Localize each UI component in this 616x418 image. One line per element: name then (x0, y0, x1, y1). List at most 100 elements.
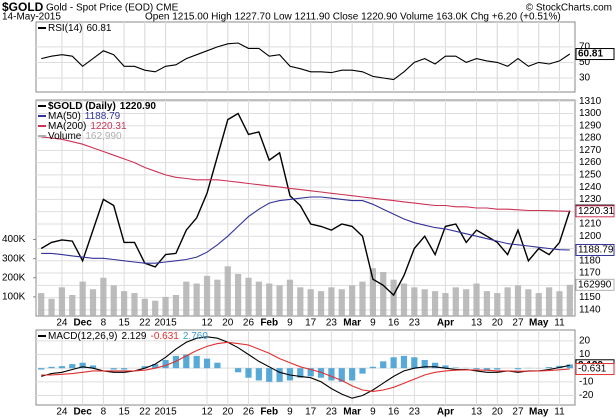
bar (452, 287, 459, 316)
last-value-box (575, 48, 615, 61)
x-tick-label: 26 (243, 407, 255, 418)
y-tick-label: 1250 (579, 170, 602, 181)
bar (328, 368, 335, 381)
bar (152, 364, 159, 369)
bar (545, 287, 553, 316)
bar (328, 287, 335, 316)
bar (276, 285, 283, 316)
panel-frame (35, 329, 576, 406)
y-tick-label: 1230 (579, 194, 602, 205)
x-tick-label: 13 (471, 318, 483, 329)
bar (349, 285, 356, 316)
x-tick-label: 15 (119, 318, 131, 329)
bar (473, 283, 480, 316)
bar (349, 368, 356, 381)
bar (504, 287, 511, 316)
bar (58, 287, 66, 316)
bar (452, 367, 459, 369)
bar (566, 364, 573, 369)
bar (556, 291, 563, 316)
legend-swatch (38, 125, 46, 127)
y2-tick-label: 300K (2, 253, 26, 264)
bar (473, 368, 480, 370)
bar (110, 368, 117, 370)
last-value-label: 1220.31 (578, 206, 615, 217)
x-tick-label: 8 (101, 407, 107, 418)
last-value-label: 60.81 (578, 49, 603, 60)
bar (317, 368, 325, 378)
bar (390, 357, 397, 369)
last-value-label: 1188.79 (578, 245, 614, 256)
y2-tick-label: 100K (2, 292, 26, 303)
bar (235, 273, 242, 316)
y-tick-label: 70 (579, 42, 591, 53)
bar (224, 266, 231, 316)
last-value-label: -0.631 (578, 364, 607, 375)
bar (421, 289, 428, 316)
last-value-label: 162990 (578, 279, 612, 290)
series-line (41, 336, 570, 399)
bar (255, 368, 262, 381)
series-line (40, 112, 571, 297)
bar (48, 366, 55, 369)
x-tick-label: 24 (56, 407, 68, 418)
x-tick-label: 11 (554, 407, 565, 418)
x-tick-label: 23 (409, 318, 421, 329)
y-tick-label: 1170 (579, 268, 601, 279)
bar (442, 365, 449, 369)
last-value-box (575, 363, 615, 376)
bar (266, 283, 273, 316)
y-tick-label: 10 (579, 349, 591, 360)
bar (89, 289, 97, 316)
bar (245, 368, 252, 378)
last-value-box (575, 243, 615, 256)
x-tick-label: 23 (409, 407, 421, 418)
bar (48, 298, 55, 316)
y-tick-label: 1180 (579, 255, 601, 266)
y-tick-label: 1270 (579, 145, 602, 156)
bar (483, 368, 491, 371)
legend-entry: MA(50) 1188.79 (48, 111, 121, 122)
bar (338, 368, 345, 382)
bar (183, 281, 190, 316)
bar (494, 293, 501, 316)
bar (120, 291, 128, 316)
y-tick-label: 1310 (579, 96, 602, 107)
x-tick-label: Dec (73, 407, 92, 418)
bar (162, 296, 169, 316)
bar (380, 272, 387, 316)
bar (442, 293, 449, 316)
bar (483, 291, 491, 316)
bar (369, 366, 376, 369)
bar (69, 294, 76, 316)
bar (245, 277, 252, 316)
symbol: $GOLD (2, 0, 44, 14)
x-tick-label: Mar (343, 318, 361, 329)
legend-swatch (38, 135, 46, 137)
y-tick-label: 1140 (579, 305, 601, 316)
x-tick-label: 9 (370, 318, 376, 329)
y-tick-label: 1280 (579, 133, 602, 144)
y2-tick-label: 200K (2, 272, 26, 283)
legend-label: MACD(12,26,9) (48, 331, 117, 342)
bar (359, 368, 366, 374)
bar (162, 360, 169, 369)
x-tick-label: 2015 (154, 318, 177, 329)
x-tick-label: 27 (512, 407, 524, 418)
legend-entry: Volume 162,990 (48, 131, 122, 142)
bar (400, 283, 408, 316)
bar (214, 279, 221, 316)
bar (390, 279, 397, 316)
bar (214, 362, 221, 369)
y-tick-label: 1200 (579, 231, 602, 242)
bar (525, 289, 532, 316)
legend-label: Volume (48, 131, 82, 142)
legend-value: 1188.79 (85, 111, 121, 122)
legend-value: 2.129 (121, 331, 146, 342)
x-tick-label: 22 (139, 407, 151, 418)
x-tick-label: 20 (222, 318, 234, 329)
x-tick-label: 17 (305, 318, 317, 329)
bar (307, 368, 314, 377)
y-tick-label: 1240 (579, 182, 602, 193)
